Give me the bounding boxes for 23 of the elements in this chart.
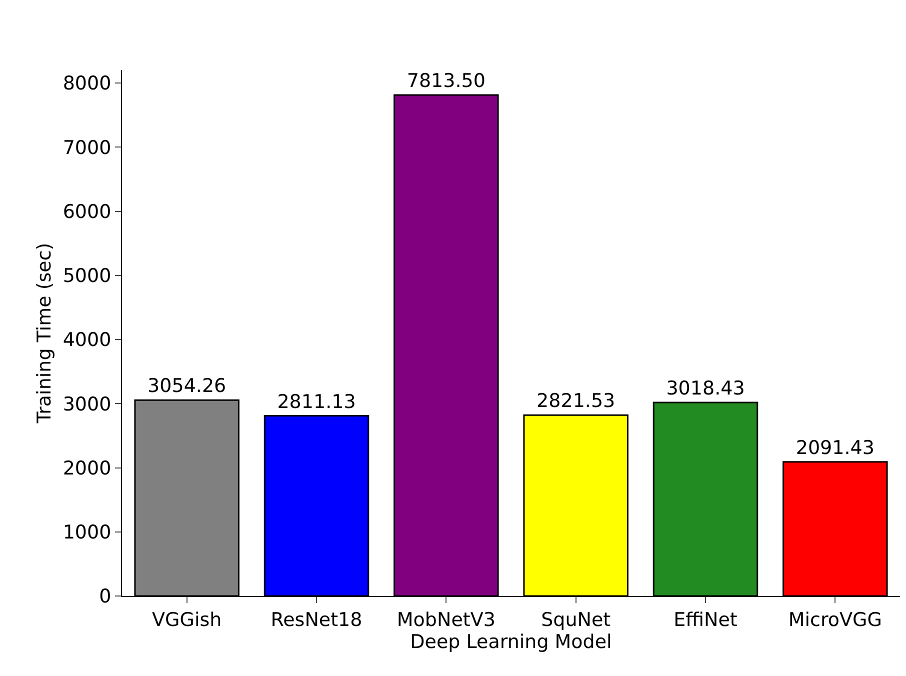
y-axis-title: Training Time (sec) bbox=[34, 242, 56, 424]
y-tick-label: 8000 bbox=[62, 72, 112, 95]
y-tick-label: 0 bbox=[99, 586, 112, 608]
x-tick-label: MobNetV3 bbox=[396, 608, 496, 631]
y-tick-label: 7000 bbox=[62, 136, 112, 159]
x-tick-label: SquNet bbox=[541, 608, 611, 631]
data-label: 3054.26 bbox=[148, 375, 226, 398]
data-label: 3018.43 bbox=[666, 377, 745, 400]
x-tick-label: MicroVGG bbox=[788, 608, 882, 631]
x-axis-title: Deep Learning Model bbox=[410, 630, 612, 653]
x-tick-label: ResNet18 bbox=[270, 608, 362, 631]
data-label: 7813.50 bbox=[406, 70, 486, 92]
y-tick-label: 2000 bbox=[62, 457, 112, 480]
x-tick-label: EffiNet bbox=[674, 608, 738, 631]
y-tick-label: 5000 bbox=[62, 265, 112, 288]
x-tick-label: VGGish bbox=[152, 608, 222, 631]
y-tick-label: 1000 bbox=[62, 522, 112, 544]
data-label: 2091.43 bbox=[796, 436, 874, 459]
y-tick-label: 3000 bbox=[62, 393, 112, 416]
y-tick-label: 4000 bbox=[62, 329, 112, 352]
y-tick-label: 6000 bbox=[62, 200, 112, 223]
data-label: 2821.53 bbox=[536, 390, 616, 412]
data-label: 2811.13 bbox=[277, 390, 356, 413]
